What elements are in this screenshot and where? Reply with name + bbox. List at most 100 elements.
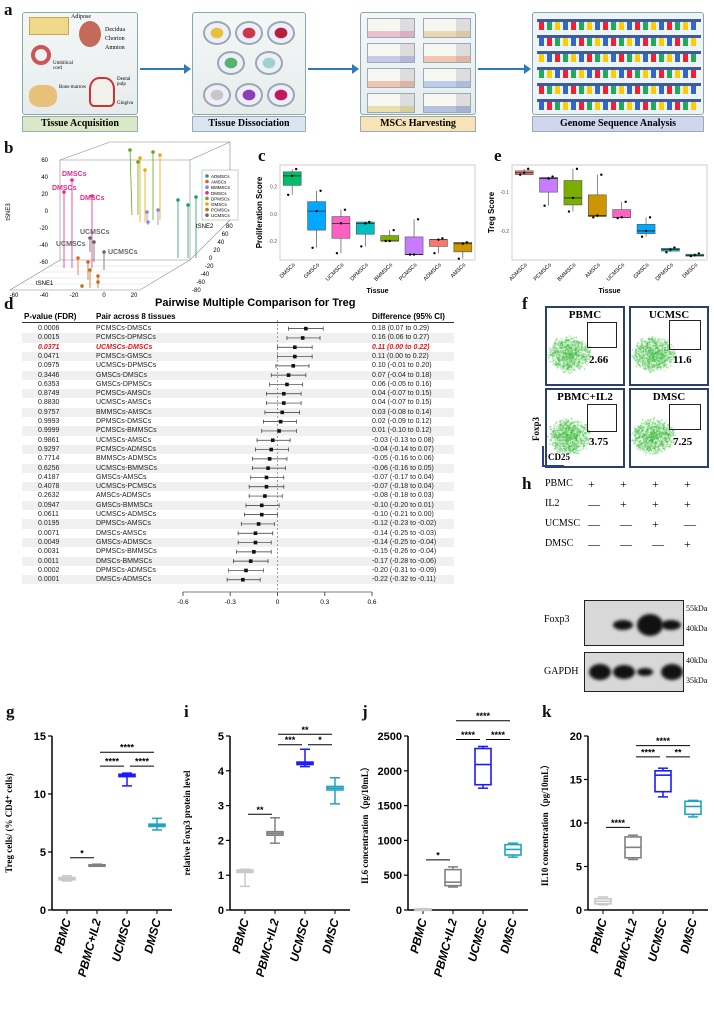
bone-icon	[29, 85, 57, 107]
nucleotide-icon	[675, 70, 680, 78]
box	[453, 242, 473, 253]
condition-label: UCMSC	[545, 518, 581, 529]
p-value: 0.9993	[38, 418, 60, 425]
y-tick-label: 80	[226, 224, 233, 230]
box	[282, 171, 302, 186]
p-value: 0.8749	[38, 390, 60, 398]
data-point	[648, 216, 652, 219]
nucleotide-icon	[579, 54, 584, 62]
x-axis-label: Tissue	[366, 288, 388, 295]
x-tick-label: AMSCs	[450, 262, 468, 280]
legend-label: DMSCs	[211, 191, 227, 196]
data-point	[551, 175, 554, 178]
panel-label-d: d	[4, 294, 14, 313]
protein-band	[637, 614, 663, 636]
nucleotide-icon	[571, 70, 576, 78]
nucleotide-icon	[603, 38, 608, 46]
box	[588, 194, 607, 217]
nucleotide-icon	[627, 54, 632, 62]
x-tick-label: PBMC	[51, 917, 74, 955]
data-point	[567, 210, 571, 213]
y-tick-label: -60	[196, 280, 205, 286]
pair-name: PCMSCs-ADMSCs	[96, 445, 156, 453]
x-tick-label: PCMSCs	[398, 262, 418, 282]
condition-mark: +	[652, 517, 659, 531]
dna-strand-icon	[537, 83, 701, 86]
pair-name: PCMSCs-DPMSCs	[96, 334, 156, 342]
estimate-marker	[293, 354, 297, 359]
tissue-acquisition-image: Adipose Decidua Chorion Amnion Umbilical…	[22, 12, 138, 115]
difference-ci: -0.06 (-0.16 to 0.05)	[372, 464, 434, 472]
nucleotide-icon	[587, 102, 592, 110]
protein-band	[661, 620, 681, 630]
difference-ci: 0.18 (0.07 to 0.29)	[372, 325, 430, 332]
forest-row: 0.0006 PCMSCs-DMSCs 0.18 (0.07 to 0.29)	[22, 324, 454, 333]
data-point	[592, 216, 595, 219]
significance-label: *	[80, 848, 84, 858]
forest-row: 0.0071 DMSCs-AMSCs -0.14 (-0.25 to -0.03)	[22, 529, 454, 538]
difference-ci: 0.01 (-0.10 to 0.12)	[372, 427, 432, 435]
condition-mark: —	[684, 517, 696, 531]
treg-score-boxplot: -0.1 -0.2 Treg Score ADMSCs PCMSCs BMMSCs AMSC…	[487, 164, 708, 295]
tsne-3d-scatter: 6040200-20-40-60-80-60-40-20020406080-60…	[6, 141, 239, 299]
estimate-marker	[256, 522, 261, 526]
estimate-marker	[264, 475, 269, 480]
y-tick-label: 20	[570, 731, 582, 743]
nucleotide-icon	[587, 86, 592, 94]
difference-ci: -0.20 (-0.31 to -0.09)	[372, 566, 437, 574]
condition-mark: —	[588, 497, 600, 511]
petri-dish-icon	[267, 21, 295, 45]
x-tick-label: AMSCs	[584, 262, 602, 280]
data-point	[186, 203, 190, 207]
flow-plot-title: DMSC	[652, 391, 686, 403]
nucleotide-icon	[587, 38, 592, 46]
dna-strand-icon	[537, 67, 701, 70]
x-tick-label: -60	[10, 293, 19, 299]
flow-scatter	[547, 390, 623, 466]
condition-mark: +	[588, 477, 595, 491]
nucleotide-icon	[579, 86, 584, 94]
nucleotide-icon	[563, 38, 568, 46]
forest-plot: -0.6 -0.3 0 0.3 0.6	[177, 320, 377, 606]
culture-flask-icon	[367, 93, 415, 113]
data-point	[624, 200, 627, 204]
x-axis-label: tSNE1	[36, 281, 54, 287]
nucleotide-icon	[547, 102, 552, 110]
p-value: 0.0031	[38, 548, 60, 556]
condition-mark: +	[620, 497, 627, 511]
y-tick-label: 1	[218, 870, 224, 882]
data-point	[158, 153, 162, 157]
pair-name: DMSCs-ADMSCs	[96, 576, 152, 584]
difference-ci: 0.10 (-0.01 to 0.20)	[372, 362, 432, 370]
tissue-label: Dental pulp	[117, 77, 131, 87]
tissue-label: Amnion	[105, 45, 125, 51]
nucleotide-icon	[563, 54, 568, 62]
data-point	[616, 216, 619, 220]
flow-plot-title: PBMC	[568, 309, 602, 321]
y-tick-label: 5	[40, 847, 46, 859]
blot-membrane	[584, 600, 684, 646]
petri-dish-icon	[267, 83, 295, 107]
nucleotide-icon	[667, 70, 672, 78]
estimate-marker	[277, 429, 281, 433]
gate-percentage: 2.66	[589, 354, 609, 366]
x-tick-label: PBMC	[229, 917, 252, 955]
condition-mark: +	[684, 497, 691, 511]
p-value: 0.0947	[38, 501, 60, 509]
nucleotide-icon	[595, 38, 600, 46]
legend-marker	[205, 202, 209, 206]
estimate-marker	[241, 577, 245, 582]
nucleotide-icon	[619, 22, 624, 30]
forest-row: 0.9999 PCMSCs-BMMSCs 0.01 (-0.10 to 0.12)	[22, 426, 454, 436]
p-value: 0.6353	[38, 380, 60, 388]
y-tick-label: 3	[218, 801, 224, 813]
forest-row: 0.4187 GMSCs-AMSCs -0.07 (-0.17 to 0.04)	[22, 473, 454, 482]
nucleotide-icon	[651, 54, 656, 62]
box	[636, 224, 656, 234]
nucleotide-icon	[579, 70, 584, 78]
p-value: 0.9297	[38, 445, 60, 453]
box	[654, 770, 672, 793]
data-point	[194, 195, 198, 199]
pair-name: UCMSCs-AMSCs	[96, 399, 152, 407]
